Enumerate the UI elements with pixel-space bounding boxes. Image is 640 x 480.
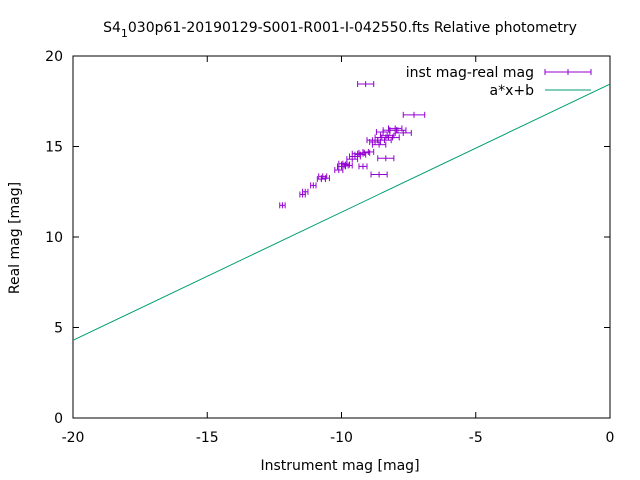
x-tick-label: -15	[196, 430, 219, 446]
data-point	[402, 111, 426, 118]
x-tick-label: -10	[330, 430, 353, 446]
data-point	[362, 148, 375, 155]
data-point	[394, 129, 412, 136]
x-tick-label: 0	[606, 430, 615, 446]
data-point	[358, 163, 368, 170]
data-point	[371, 141, 387, 148]
data-point	[279, 202, 286, 209]
y-tick-label: 15	[45, 140, 63, 156]
data-point	[370, 171, 388, 178]
legend: inst mag-real mag a*x+b	[406, 65, 592, 99]
y-tick-label: 20	[45, 49, 63, 65]
title-subscript: 1	[121, 27, 128, 40]
y-axis-label: Real mag [mag]	[7, 182, 23, 294]
legend-label: a*x+b	[490, 83, 535, 99]
plot-frame	[72, 55, 611, 419]
y-tick-label: 0	[54, 411, 63, 427]
fit-line	[73, 83, 610, 341]
data-point	[385, 134, 400, 141]
series-group	[73, 81, 610, 341]
data-point	[377, 155, 395, 162]
axes: -20 -15 -10 -5 0 0 5 10 15 20	[45, 49, 614, 446]
data-point	[346, 156, 359, 163]
chart-title: S41030p61-20190129-S001-R001-I-042550.ft…	[103, 20, 577, 40]
x-tick-label: -20	[62, 430, 85, 446]
data-point	[343, 162, 353, 169]
title-prefix: S4	[103, 20, 121, 36]
data-point	[302, 188, 309, 195]
x-axis-label: Instrument mag [mag]	[260, 458, 419, 474]
data-point	[377, 137, 392, 144]
x-tick-label: -5	[469, 430, 483, 446]
y-tick-label: 5	[54, 321, 63, 337]
data-point	[351, 150, 364, 157]
data-point	[320, 175, 330, 182]
legend-label: inst mag-real mag	[406, 65, 534, 81]
data-point	[357, 81, 375, 88]
data-point	[334, 167, 344, 174]
data-point	[310, 182, 317, 189]
y-tick-label: 10	[45, 230, 63, 246]
title-rest: 030p61-20190129-S001-R001-I-042550.fts R…	[128, 20, 577, 36]
